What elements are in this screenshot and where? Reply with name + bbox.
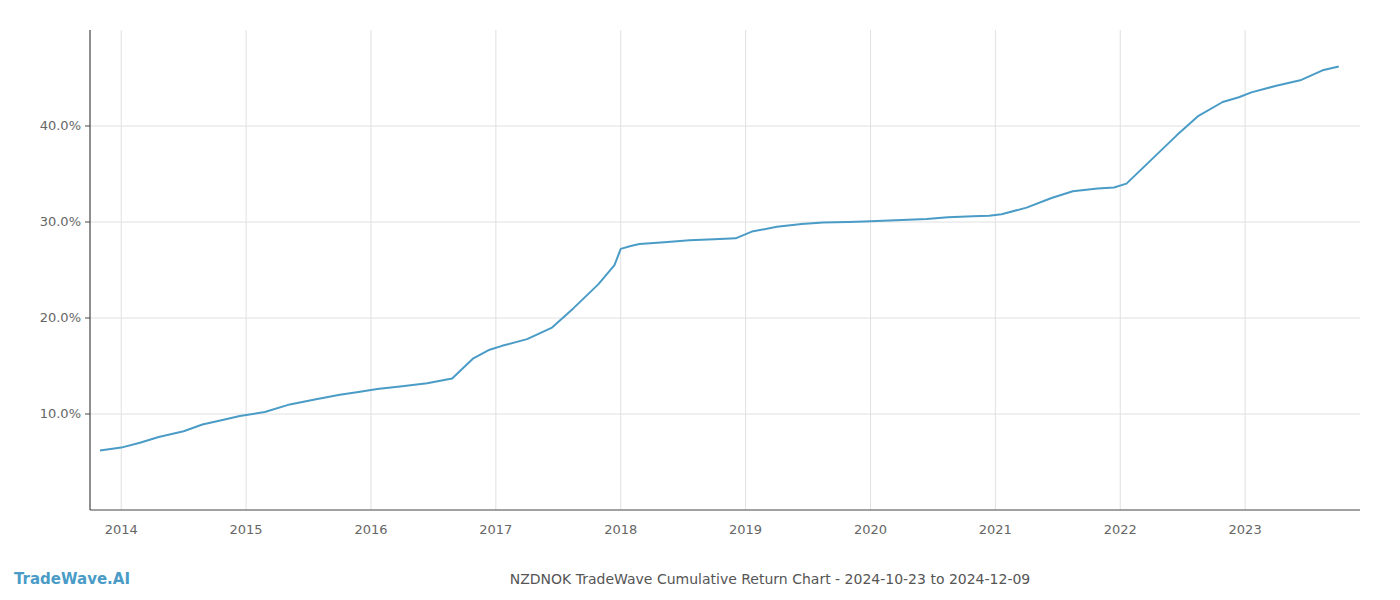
y-grid-line [90, 126, 1360, 127]
x-tick-label: 2023 [1229, 522, 1262, 537]
y-tick-label: 20.0% [40, 310, 81, 325]
plot-area [100, 66, 1339, 450]
chart: 2014 2015 2016 2017 2018 2019 2020 2021 2022 2023… [0, 0, 1400, 600]
x-grid-line [495, 30, 496, 510]
x-grid-line [745, 30, 746, 510]
y-grid-line [90, 414, 1360, 415]
y-tick-label: 30.0% [40, 214, 81, 229]
x-grid-line [370, 30, 371, 510]
axes: 2014 2015 2016 2017 2018 2019 2020 2021 2022 2023… [40, 30, 1360, 537]
x-tick-label: 2021 [979, 522, 1012, 537]
x-grid-line [995, 30, 996, 510]
y-grid-line [90, 318, 1360, 319]
x-tick-label: 2014 [105, 522, 138, 537]
x-tick-label: 2022 [1104, 522, 1137, 537]
x-grid-line [246, 30, 247, 510]
title: NZDNOK TradeWave Cumulative Return Chart… [510, 571, 1031, 587]
y-tick-label: 10.0% [40, 406, 81, 421]
x-tick-label: 2017 [479, 522, 512, 537]
x-tick-label: 2016 [354, 522, 387, 537]
x-grid-line [620, 30, 621, 510]
x-tick-label: 2015 [230, 522, 263, 537]
y-tick-mark [85, 414, 90, 415]
x-axis-line [90, 509, 1360, 510]
y-tick-mark [85, 222, 90, 223]
x-grid-line [1120, 30, 1121, 510]
x-grid-line [870, 30, 871, 510]
y-tick-mark [85, 126, 90, 127]
x-tick-label: 2019 [729, 522, 762, 537]
line [100, 66, 1339, 450]
y-grid-line [90, 222, 1360, 223]
y-axis-line [89, 30, 90, 510]
y-tick-label: 40.0% [40, 118, 81, 133]
y-tick-mark [85, 318, 90, 319]
grid [90, 30, 1360, 510]
x-tick-label: 2020 [854, 522, 887, 537]
x-grid-line [1245, 30, 1246, 510]
x-grid-line [121, 30, 122, 510]
x-tick-label: 2018 [604, 522, 637, 537]
watermark: TradeWave.AI [14, 570, 130, 588]
